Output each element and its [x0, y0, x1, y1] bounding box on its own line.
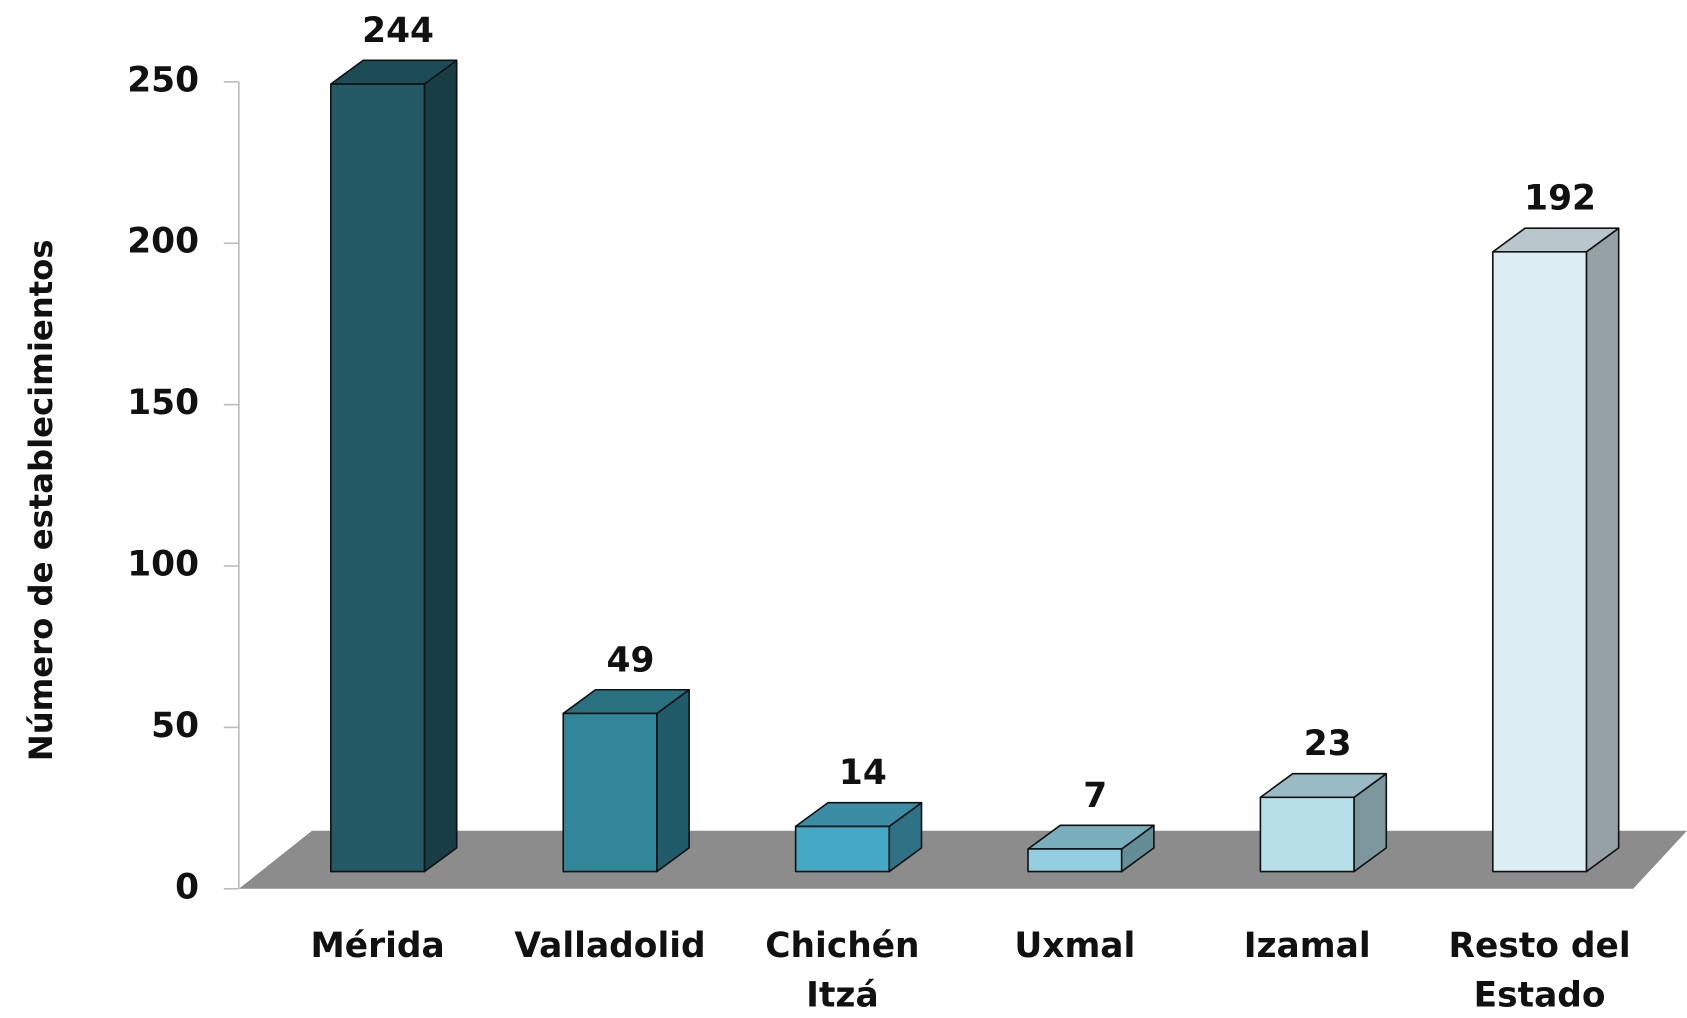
x-tick-line: Itzá — [806, 975, 879, 1015]
bar-front — [794, 825, 891, 873]
bar-front — [330, 83, 426, 873]
y-tick-label: 50 — [151, 706, 199, 746]
y-tick-label: 200 — [127, 222, 199, 262]
x-tick-label: Izamal — [1244, 925, 1371, 965]
bar-front — [1259, 796, 1355, 873]
y-axis-label: Número de establecimientos — [22, 239, 60, 761]
x-tick-line: Uxmal — [1014, 925, 1135, 965]
value-label: 7 — [1083, 776, 1107, 816]
x-tick-label: Mérida — [311, 925, 445, 965]
x-tick-line: Mérida — [311, 925, 445, 965]
x-tick-line: Izamal — [1244, 925, 1371, 965]
value-label: 244 — [362, 11, 434, 51]
bar — [562, 688, 690, 873]
bar — [1259, 772, 1388, 873]
x-tick-label: Chichén Itzá — [765, 925, 919, 1014]
bar — [330, 59, 458, 873]
y-tick-label: 150 — [127, 383, 199, 423]
bar-side — [1585, 227, 1620, 873]
bar-front — [1027, 848, 1123, 873]
y-tick-label: 0 — [175, 867, 199, 907]
value-label: 192 — [1524, 179, 1596, 219]
x-tick-label: Resto del Estado — [1449, 925, 1631, 1014]
y-tick-label: 100 — [127, 545, 199, 585]
bar-front — [562, 712, 658, 873]
x-tick-label: Valladolid — [514, 925, 705, 965]
value-label: 14 — [839, 753, 887, 793]
x-tick-label: Uxmal — [1014, 925, 1135, 965]
bar-front — [1491, 251, 1588, 873]
bar — [794, 801, 923, 873]
y-tick-label: 250 — [127, 60, 199, 100]
x-tick-line: Valladolid — [514, 925, 705, 965]
x-tick-line: Chichén — [765, 925, 919, 965]
x-tick-line: Estado — [1474, 975, 1606, 1015]
bar — [1027, 824, 1155, 873]
bar-side — [423, 59, 458, 873]
bar — [1491, 227, 1620, 873]
value-label: 23 — [1304, 724, 1352, 764]
value-label: 49 — [607, 640, 655, 680]
x-tick-line: Resto del — [1449, 925, 1631, 965]
bar-side — [656, 688, 690, 873]
